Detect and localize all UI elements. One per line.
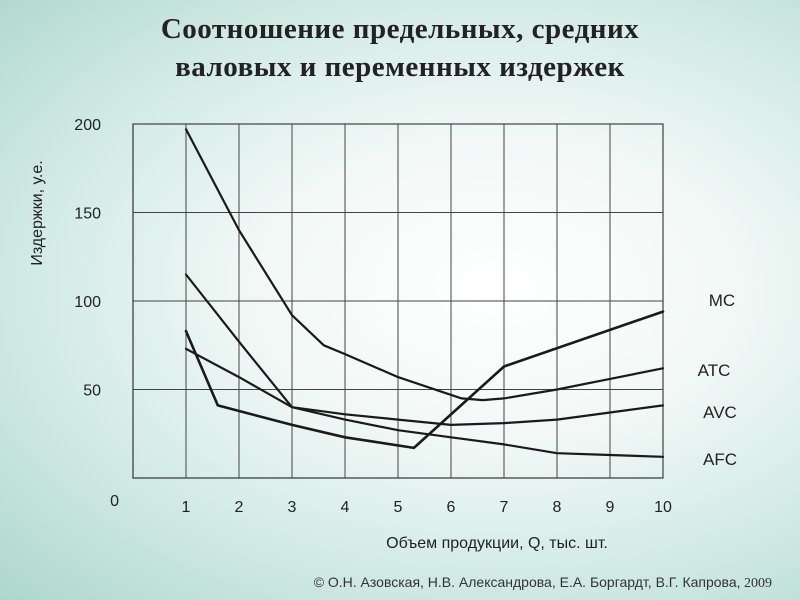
x-axis-label: Объем продукции, Q, тыс. шт. xyxy=(386,535,608,552)
copyright-authors: © О.Н. Азовская, Н.В. Александрова, Е.А.… xyxy=(313,574,741,590)
series-line-mc xyxy=(184,310,665,450)
series-line-atc xyxy=(184,128,665,402)
y-tick-label-150: 150 xyxy=(74,206,101,223)
title-line-1: Соотношение предельных, средних xyxy=(160,13,640,45)
series-line-avc xyxy=(184,347,665,426)
y-tick-label-200: 200 xyxy=(74,117,101,134)
x-tick-label-3: 3 xyxy=(288,499,297,516)
title-line-2: валовых и переменных издержек xyxy=(175,51,625,83)
page-title: Соотношение предельных, средних валовых … xyxy=(0,10,800,86)
x-tick-label-7: 7 xyxy=(500,499,509,516)
copyright: © О.Н. Азовская, Н.В. Александрова, Е.А.… xyxy=(314,574,772,592)
legend-label-afc: AFC xyxy=(703,450,737,469)
copyright-year: 2009 xyxy=(744,576,772,591)
x-tick-label-5: 5 xyxy=(394,499,403,516)
x-tick-label-8: 8 xyxy=(553,499,562,516)
x-tick-label-9: 9 xyxy=(606,499,615,516)
x-tick-label-10: 10 xyxy=(654,499,672,516)
y-axis-label: Издержки, у.е. xyxy=(29,160,46,265)
x-tick-label-4: 4 xyxy=(341,499,350,516)
x-tick-label-2: 2 xyxy=(235,499,244,516)
legend-label-mc: MC xyxy=(709,291,735,310)
x-tick-label-6: 6 xyxy=(447,499,456,516)
series-line-afc xyxy=(184,273,665,458)
legend-label-atc: ATC xyxy=(698,361,731,380)
legend-label-avc: AVC xyxy=(703,403,737,422)
origin-label: 0 xyxy=(110,493,119,510)
y-tick-label-50: 50 xyxy=(83,383,101,400)
x-tick-label-1: 1 xyxy=(182,499,191,516)
y-tick-label-100: 100 xyxy=(74,294,101,311)
